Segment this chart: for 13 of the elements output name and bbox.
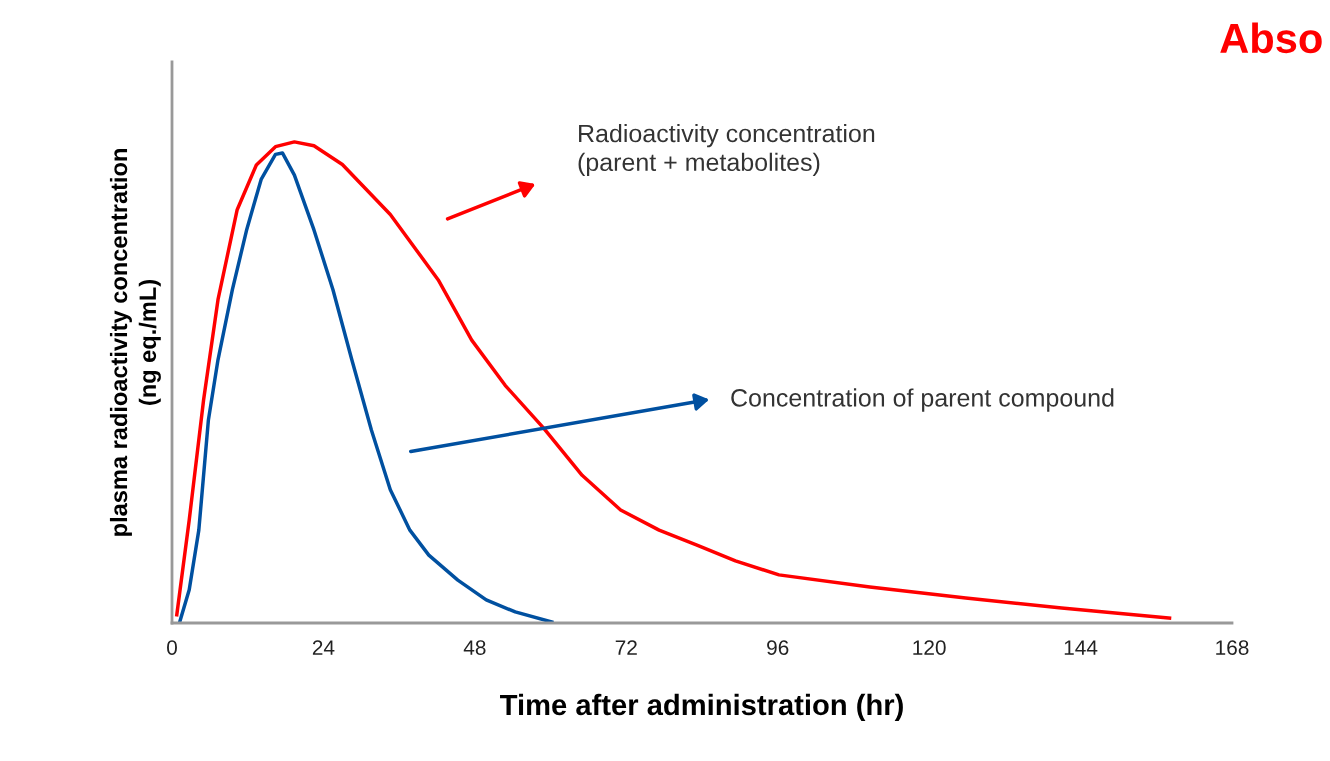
x-tick-label: 168 [1216, 640, 1249, 655]
x-tick-label: 48 [463, 640, 486, 655]
x-tick-label: 120 [913, 640, 946, 655]
x-axis-title: Time after administration (hr) [500, 693, 903, 721]
x-tick-label: 0 [167, 640, 177, 655]
annotation: Radioactivity concentration (parent + metabolites) [578, 123, 875, 177]
y-axis-title: plasma radioactivity concentration (ng eq./mL) [109, 149, 161, 536]
x-tick-label: 144 [1064, 640, 1098, 655]
x-tick-label: 72 [615, 640, 637, 655]
annotation: Concentration of parent compound [731, 388, 1114, 412]
chart-title: Abso [1220, 22, 1322, 54]
x-tick-label: 24 [312, 640, 335, 655]
x-tick-label: 96 [767, 640, 789, 655]
